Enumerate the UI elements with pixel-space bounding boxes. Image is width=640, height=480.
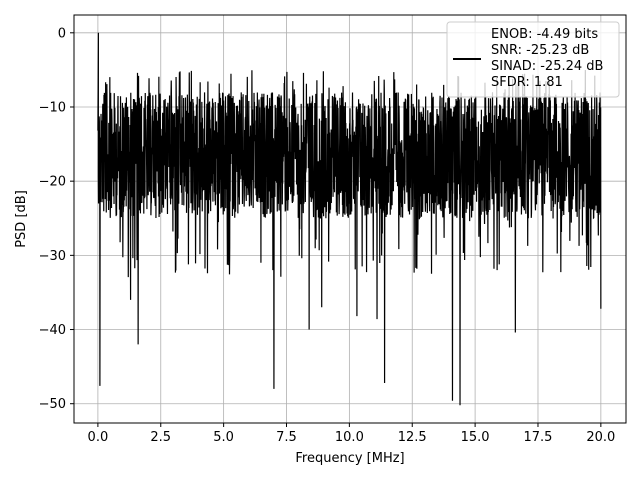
y-tick-label: −30 xyxy=(39,249,66,264)
x-tick-label: 0.0 xyxy=(88,430,109,445)
legend-entry-enob: ENOB: -4.49 bits xyxy=(491,27,598,42)
y-axis-label: PSD [dB] xyxy=(14,190,29,248)
legend-entry-sfdr: SFDR: 1.81 xyxy=(491,75,563,90)
y-tick-label: −20 xyxy=(39,175,66,190)
x-tick-label: 17.5 xyxy=(524,430,553,445)
psd-series-line xyxy=(97,32,602,406)
x-tick-label: 15.0 xyxy=(461,430,490,445)
x-tick-label: 20.0 xyxy=(586,430,615,445)
x-tick-label: 10.0 xyxy=(335,430,364,445)
x-axis-label: Frequency [MHz] xyxy=(295,451,404,466)
legend-box xyxy=(446,21,620,98)
y-axis-ticks: 0 −10 −20 −30 −40 −50 xyxy=(39,26,74,412)
y-tick-label: 0 xyxy=(58,26,66,41)
series-layer xyxy=(97,32,602,406)
y-tick-label: −50 xyxy=(39,397,66,412)
x-tick-label: 2.5 xyxy=(150,430,171,445)
x-axis-ticks: 0.0 2.5 5.0 7.5 10.0 12.5 15.0 17.5 20.0 xyxy=(88,423,615,445)
plot-frame xyxy=(73,14,627,424)
legend: ENOB: -4.49 bits SNR: -25.23 dB SINAD: -… xyxy=(446,21,620,98)
legend-entry-sinad: SINAD: -25.24 dB xyxy=(491,59,603,74)
x-tick-label: 5.0 xyxy=(213,430,234,445)
x-tick-label: 12.5 xyxy=(398,430,427,445)
x-tick-label: 7.5 xyxy=(276,430,297,445)
y-tick-label: −40 xyxy=(39,323,66,338)
legend-entry-snr: SNR: -25.23 dB xyxy=(491,43,589,58)
y-tick-label: −10 xyxy=(39,100,66,115)
